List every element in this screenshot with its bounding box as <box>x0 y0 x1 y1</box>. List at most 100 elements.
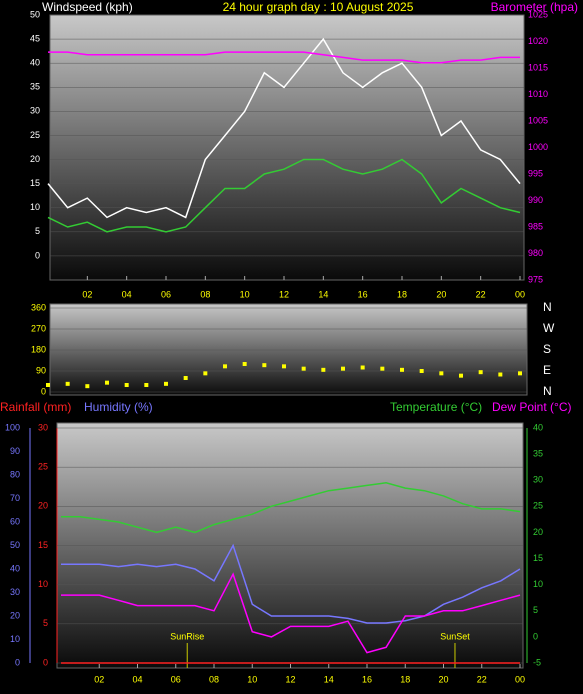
y3-tick-label: 60 <box>10 516 20 526</box>
x-tick-label: 14 <box>318 289 328 299</box>
direction-dot <box>144 383 149 387</box>
y-tick-label: 15 <box>30 178 40 188</box>
direction-dot <box>439 371 444 376</box>
y-tick-label: 0 <box>35 250 40 260</box>
sun-label: SunRise <box>170 631 204 641</box>
direction-dot <box>360 365 365 370</box>
x-tick-label: 22 <box>477 674 487 684</box>
y2-tick-label: 0 <box>533 631 538 641</box>
x-tick-label: 20 <box>438 674 448 684</box>
direction-dot <box>518 371 522 376</box>
direction-dot <box>341 366 345 371</box>
y3-tick-label: 70 <box>10 493 20 503</box>
x-tick-label: 04 <box>132 674 142 684</box>
direction-dot <box>380 366 385 371</box>
x-tick-label: 14 <box>324 674 334 684</box>
wind-label: Windspeed (kph) <box>42 0 133 14</box>
y2-tick-label: 20 <box>533 527 543 537</box>
y-tick-label: 10 <box>30 202 40 212</box>
y2-tick-label: N <box>543 300 552 314</box>
x-tick-label: 06 <box>161 289 171 299</box>
direction-dot <box>242 362 247 366</box>
direction-dot <box>459 373 463 378</box>
y2-tick-label: S <box>543 342 551 356</box>
x-tick-label: 20 <box>436 289 446 299</box>
x-tick-label: 00 <box>515 289 525 299</box>
direction-dot <box>183 376 188 380</box>
y3-tick-label: 50 <box>10 540 20 550</box>
y3-tick-label: 10 <box>10 634 20 644</box>
y2-tick-label: 40 <box>533 422 543 432</box>
series-line <box>61 572 521 654</box>
y-tick-label: 30 <box>30 106 40 116</box>
x-tick-label: 02 <box>94 674 104 684</box>
direction-dot <box>223 364 227 369</box>
series-line <box>47 158 521 233</box>
direction-dot <box>282 364 286 369</box>
y-tick-label: 270 <box>31 323 46 333</box>
direction-dot <box>301 366 306 371</box>
y-tick-label: 180 <box>31 344 46 354</box>
x-tick-label: 12 <box>279 289 289 299</box>
y3-tick-label: 20 <box>10 610 20 620</box>
series-line <box>61 482 521 534</box>
y3-tick-label: 0 <box>15 657 20 667</box>
y3-tick-label: 40 <box>10 563 20 573</box>
x-tick-label: 16 <box>362 674 372 684</box>
plot-area <box>49 303 528 396</box>
y2-tick-label: 995 <box>528 168 543 178</box>
x-tick-label: 02 <box>82 289 92 299</box>
y2-tick-label: W <box>543 321 555 335</box>
humidity-label: Humidity (%) <box>84 400 153 414</box>
direction-dot <box>321 367 326 372</box>
y-tick-label: 30 <box>38 422 48 432</box>
y-tick-label: 25 <box>30 130 40 140</box>
x-tick-label: 22 <box>476 289 486 299</box>
direction-dot <box>419 369 424 373</box>
y-tick-label: 50 <box>30 9 40 19</box>
rainfall-label: Rainfall (mm) <box>0 400 71 414</box>
x-tick-label: 10 <box>240 289 250 299</box>
y2-tick-label: 1015 <box>528 62 548 72</box>
y-tick-label: 10 <box>38 579 48 589</box>
y-tick-label: 0 <box>43 657 48 667</box>
y2-tick-label: 985 <box>528 221 543 231</box>
y2-tick-label: 10 <box>533 579 543 589</box>
y2-tick-label: 35 <box>533 448 543 458</box>
x-tick-label: 18 <box>400 674 410 684</box>
y2-tick-label: 1000 <box>528 142 548 152</box>
y-tick-label: 5 <box>35 226 40 236</box>
x-tick-label: 16 <box>358 289 368 299</box>
y3-tick-label: 80 <box>10 469 20 479</box>
y2-tick-label: 25 <box>533 501 543 511</box>
x-tick-label: 12 <box>285 674 295 684</box>
y-tick-label: 360 <box>31 302 46 312</box>
y2-tick-label: -5 <box>533 657 541 667</box>
y-tick-label: 20 <box>38 501 48 511</box>
direction-dot <box>105 380 109 385</box>
y3-tick-label: 30 <box>10 587 20 597</box>
sun-label: SunSet <box>440 631 470 641</box>
y2-tick-label: 30 <box>533 475 543 485</box>
y-tick-label: 45 <box>30 33 40 43</box>
direction-dot <box>65 381 70 386</box>
barometer-label: Barometer (hpa) <box>491 0 578 14</box>
direction-dot <box>478 370 483 375</box>
x-tick-label: 06 <box>171 674 181 684</box>
x-tick-label: 04 <box>122 289 132 299</box>
series-line <box>47 37 521 219</box>
direction-dot <box>498 372 503 377</box>
series-line <box>48 51 520 64</box>
y2-tick-label: 1025 <box>528 9 548 19</box>
plot-area <box>49 14 525 281</box>
temperature-label: Temperature (°C) <box>390 400 482 414</box>
y-tick-label: 5 <box>43 618 48 628</box>
direction-dot <box>262 363 267 368</box>
x-tick-label: 08 <box>209 674 219 684</box>
dewpoint-label: Dew Point (°C) <box>492 400 571 414</box>
y-tick-label: 40 <box>30 58 40 68</box>
direction-dot <box>400 367 404 372</box>
x-tick-label: 08 <box>200 289 210 299</box>
direction-dot <box>124 383 129 387</box>
direction-dot <box>203 371 208 376</box>
